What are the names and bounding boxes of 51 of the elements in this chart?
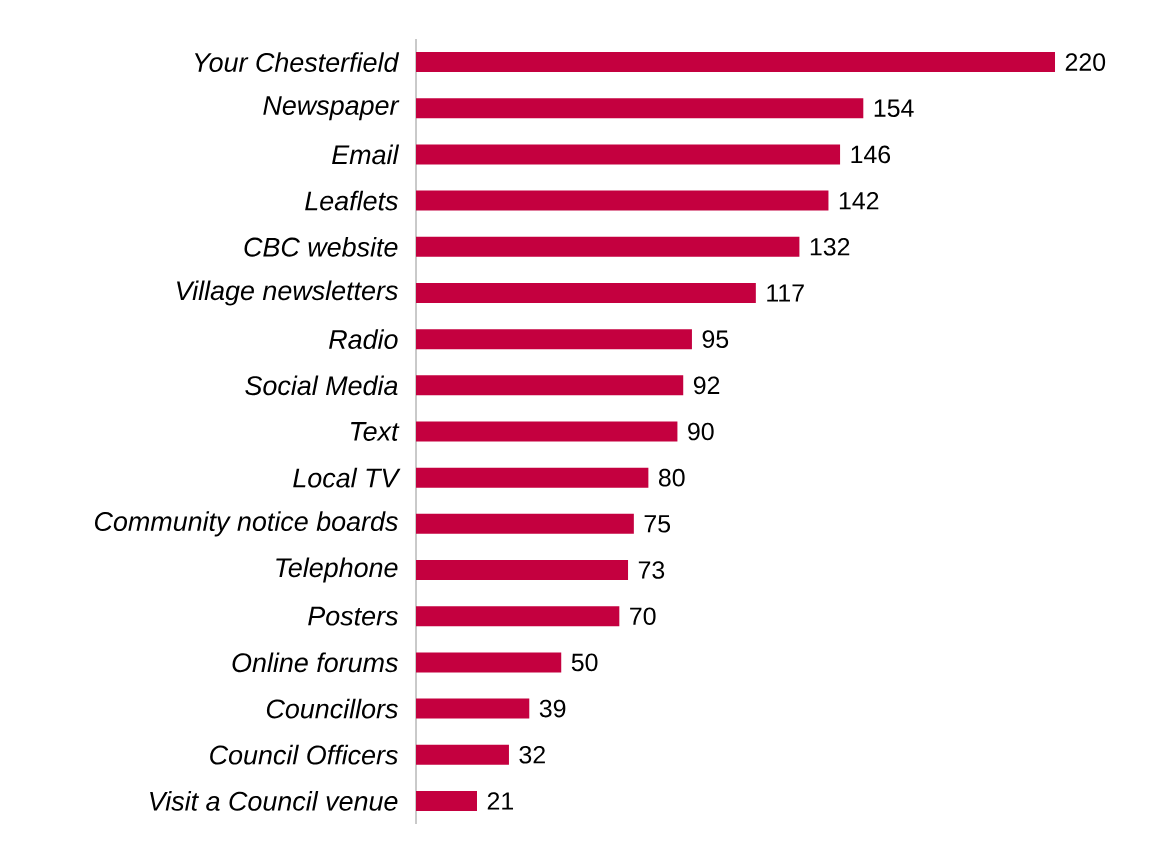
bar [416, 652, 562, 673]
bar [416, 606, 620, 627]
bar [416, 513, 634, 534]
y-tick-label: Newspaper [263, 96, 400, 121]
data-label: 154 [874, 99, 914, 117]
y-tick-label: Council Officers [210, 744, 398, 765]
data-label: 146 [851, 145, 891, 164]
bar [416, 144, 841, 165]
bar [416, 52, 1056, 73]
y-tick-label: Leaflets [305, 190, 398, 211]
data-label: 50 [571, 653, 598, 672]
bar [416, 236, 800, 257]
bar [416, 790, 477, 811]
y-tick-label: Visit a Council venue [150, 791, 398, 811]
y-tick-label: Your Chesterfield [194, 52, 400, 72]
data-label: 90 [688, 422, 714, 441]
bar [416, 98, 864, 119]
y-tick-label: Local TV [293, 467, 401, 488]
data-label: 132 [810, 237, 850, 256]
data-label: 70 [630, 607, 656, 626]
y-tick-label: Email [332, 144, 400, 165]
y-tick-label: CBC website [244, 236, 398, 257]
data-label: 142 [839, 191, 879, 210]
data-label: 117 [767, 284, 804, 302]
bar [416, 698, 530, 719]
bar [416, 190, 829, 211]
y-tick-label: Community notice boards [94, 511, 398, 537]
data-label: 75 [644, 515, 671, 533]
data-label: 220 [1065, 53, 1106, 71]
data-label: 80 [658, 468, 685, 487]
y-tick-label: Radio [329, 329, 398, 350]
data-label: 39 [539, 699, 566, 718]
bar [416, 421, 678, 442]
bar [416, 375, 684, 396]
y-tick-label: Posters [308, 606, 398, 626]
y-tick-label: Text [351, 422, 400, 441]
y-tick-label: Online forums [232, 652, 398, 673]
data-label: 32 [519, 745, 545, 764]
bar [416, 329, 692, 350]
data-label: 73 [638, 561, 665, 579]
bar [416, 744, 509, 765]
y-tick-label: Village newsletters [177, 280, 398, 306]
bar [416, 282, 756, 303]
bar [416, 560, 629, 581]
bar [416, 467, 649, 488]
y-tick-label: Telephone [276, 557, 398, 583]
y-tick-label: Councillors [266, 698, 398, 719]
data-label: 21 [487, 792, 514, 810]
data-label: 92 [693, 376, 720, 395]
data-label: 95 [702, 330, 729, 348]
y-tick-label: Social Media [245, 375, 398, 396]
